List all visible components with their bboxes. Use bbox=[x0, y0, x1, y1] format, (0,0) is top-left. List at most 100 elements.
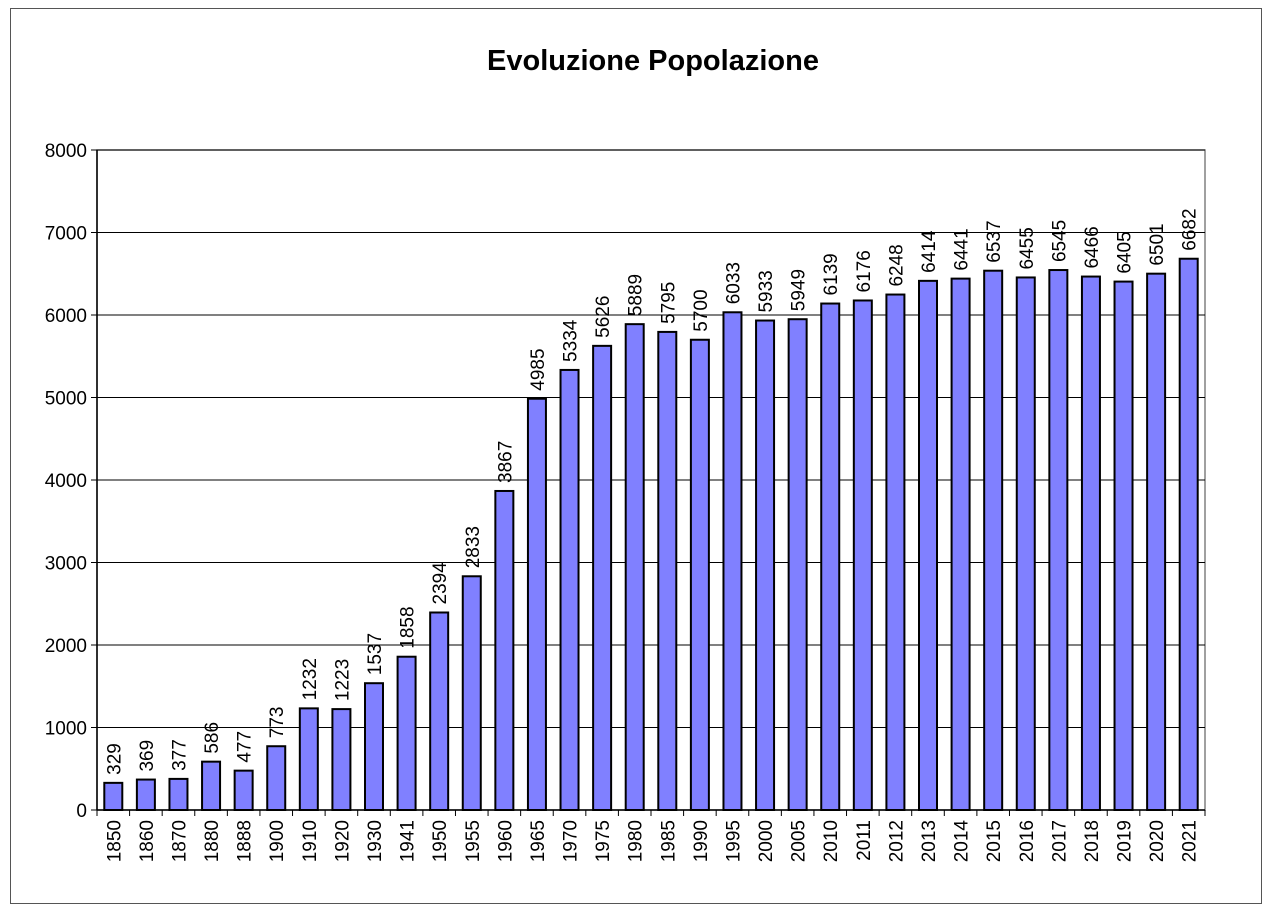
x-tick-label: 2000 bbox=[756, 820, 777, 862]
chart-title: Evoluzione Popolazione bbox=[487, 45, 819, 77]
data-label: 6537 bbox=[984, 220, 1005, 262]
bar bbox=[266, 745, 287, 811]
data-label: 1858 bbox=[398, 606, 419, 648]
x-tick-label: 2018 bbox=[1082, 820, 1103, 862]
bar bbox=[755, 319, 776, 811]
x-tick-label: 1995 bbox=[723, 820, 744, 862]
bar bbox=[1080, 275, 1101, 811]
y-tick-label: 0 bbox=[76, 801, 87, 822]
bar bbox=[787, 318, 808, 811]
data-label: 6466 bbox=[1082, 226, 1103, 268]
bar bbox=[429, 611, 450, 811]
bar bbox=[1015, 276, 1036, 811]
bar bbox=[559, 368, 580, 811]
data-label: 477 bbox=[235, 731, 256, 763]
data-label: 6405 bbox=[1115, 231, 1136, 273]
x-tick-label: 1970 bbox=[561, 820, 582, 862]
data-label: 5795 bbox=[658, 282, 679, 324]
bar bbox=[592, 344, 613, 811]
bar bbox=[1146, 272, 1167, 812]
x-tick-label: 1965 bbox=[528, 820, 549, 862]
y-tick-label: 6000 bbox=[45, 306, 87, 327]
x-tick-label: 1880 bbox=[202, 820, 223, 862]
data-label: 586 bbox=[202, 722, 223, 754]
data-label: 773 bbox=[267, 707, 288, 739]
x-tick-label: 2010 bbox=[821, 820, 842, 862]
bar bbox=[1113, 280, 1134, 811]
data-label: 1232 bbox=[300, 658, 321, 700]
x-tick-label: 1930 bbox=[365, 820, 386, 862]
data-label: 377 bbox=[169, 739, 190, 771]
x-tick-label: 2019 bbox=[1115, 820, 1136, 862]
bar bbox=[526, 397, 547, 811]
x-tick-label: 1850 bbox=[104, 820, 125, 862]
bar bbox=[624, 323, 645, 811]
bar bbox=[657, 330, 678, 811]
x-tick-label: 2005 bbox=[789, 820, 810, 862]
x-tick-label: 1860 bbox=[137, 820, 158, 862]
data-label: 2394 bbox=[430, 562, 451, 605]
x-tick-label: 2014 bbox=[952, 820, 973, 863]
x-tick-label: 2012 bbox=[886, 820, 907, 862]
bar bbox=[331, 708, 352, 811]
x-tick-label: 1980 bbox=[626, 820, 647, 862]
data-label: 6455 bbox=[1017, 227, 1038, 269]
bar bbox=[820, 302, 841, 811]
y-tick-label: 5000 bbox=[45, 389, 87, 410]
y-tick-label: 3000 bbox=[45, 554, 87, 575]
data-label: 6682 bbox=[1180, 208, 1201, 250]
data-label: 5334 bbox=[561, 319, 582, 362]
y-tick-label: 4000 bbox=[45, 471, 87, 492]
bar bbox=[1178, 257, 1199, 811]
bar bbox=[689, 338, 710, 811]
x-tick-label: 1910 bbox=[300, 820, 321, 862]
data-label: 369 bbox=[137, 740, 158, 772]
data-label: 5626 bbox=[593, 296, 614, 338]
x-tick-label: 1870 bbox=[169, 820, 190, 862]
bar bbox=[298, 707, 319, 811]
bar bbox=[722, 311, 743, 811]
data-label: 5700 bbox=[691, 289, 712, 331]
y-tick-label: 1000 bbox=[45, 719, 87, 740]
bar bbox=[494, 489, 515, 811]
data-label: 1537 bbox=[365, 633, 386, 675]
y-tick-label: 8000 bbox=[45, 141, 87, 162]
data-label: 6176 bbox=[854, 250, 875, 292]
data-label: 1223 bbox=[332, 659, 353, 701]
x-tick-label: 2013 bbox=[919, 820, 940, 862]
x-tick-label: 1888 bbox=[235, 820, 256, 862]
bar bbox=[918, 279, 938, 812]
data-label: 5933 bbox=[756, 270, 777, 312]
bar bbox=[103, 781, 124, 811]
x-tick-label: 2017 bbox=[1049, 820, 1070, 862]
data-label: 5949 bbox=[789, 269, 810, 311]
x-tick-label: 1900 bbox=[267, 820, 288, 862]
data-label: 6248 bbox=[886, 244, 907, 286]
x-tick-label: 1975 bbox=[593, 820, 614, 862]
data-label: 329 bbox=[104, 743, 125, 775]
x-tick-label: 1941 bbox=[398, 820, 419, 862]
data-label: 4985 bbox=[528, 348, 549, 390]
x-tick-label: 2015 bbox=[984, 820, 1005, 862]
bar bbox=[852, 299, 873, 811]
data-label: 6033 bbox=[723, 262, 744, 304]
bar bbox=[396, 655, 417, 812]
bar bbox=[168, 777, 189, 812]
data-label: 6414 bbox=[919, 230, 940, 273]
y-tick-label: 7000 bbox=[45, 224, 87, 245]
y-tick-label: 2000 bbox=[45, 636, 87, 657]
bar bbox=[135, 778, 156, 811]
x-tick-label: 2021 bbox=[1180, 820, 1201, 862]
bar bbox=[983, 269, 1004, 811]
bar bbox=[233, 769, 254, 812]
x-tick-label: 1985 bbox=[658, 820, 679, 862]
bar bbox=[364, 682, 384, 812]
x-tick-label: 1950 bbox=[430, 820, 451, 862]
bar bbox=[1048, 269, 1069, 812]
data-label: 3867 bbox=[495, 441, 516, 483]
x-tick-label: 2020 bbox=[1147, 820, 1168, 862]
data-label: 6545 bbox=[1049, 220, 1070, 262]
bar bbox=[461, 575, 482, 812]
data-label: 6139 bbox=[821, 253, 842, 295]
